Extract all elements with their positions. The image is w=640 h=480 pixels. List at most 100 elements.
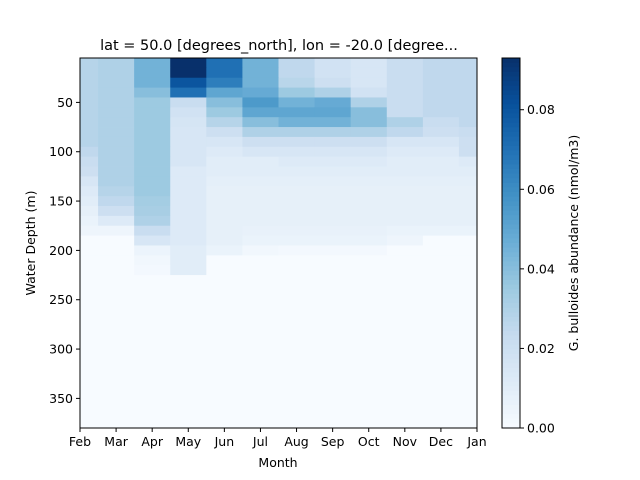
x-tick-label: Feb (69, 434, 91, 449)
heatmap-cell (170, 275, 207, 429)
colorbar-segment (502, 196, 520, 202)
heatmap-cell (242, 255, 279, 266)
colorbar-segment (502, 67, 520, 73)
heatmap-cell (350, 176, 388, 187)
x-tick-label: May (175, 434, 201, 449)
heatmap-cell (242, 215, 279, 227)
heatmap-cell (242, 127, 279, 138)
heatmap-cell (206, 87, 243, 98)
heatmap-cell (170, 176, 207, 187)
heatmap-cell (422, 235, 460, 246)
heatmap-cell (386, 67, 424, 79)
heatmap-cell (350, 235, 388, 246)
heatmap-cell (98, 117, 135, 128)
heatmap-cell (80, 235, 99, 246)
colorbar-segment (502, 423, 520, 429)
heatmap-cell (170, 107, 207, 118)
heatmap-cell (134, 235, 171, 246)
heatmap-cell (458, 77, 478, 88)
heatmap-cell (206, 245, 243, 256)
heatmap-cell (386, 176, 424, 187)
heatmap-cell (278, 215, 315, 227)
y-tick-label: 100 (49, 144, 73, 159)
y-tick-label: 200 (49, 243, 73, 258)
heatmap-cell (206, 117, 243, 128)
heatmap-cell (278, 235, 315, 246)
heatmap-cell (458, 67, 478, 79)
heatmap-cell (458, 146, 478, 158)
heatmap-cell (242, 176, 279, 187)
heatmap-cell (242, 196, 279, 207)
colorbar-segment (502, 173, 520, 179)
colorbar-segment (502, 252, 520, 258)
heatmap-cell (422, 77, 460, 88)
heatmap-cell (422, 196, 460, 207)
heatmap-cell (80, 97, 99, 108)
colorbar-segment (502, 90, 520, 96)
colorbar-segment (502, 261, 520, 267)
colorbar-segment (502, 330, 520, 336)
heatmap-cell (242, 206, 279, 217)
colorbar-segment (502, 206, 520, 212)
heatmap-cell (170, 196, 207, 207)
colorbar-segment (502, 340, 520, 346)
colorbar-segment (502, 95, 520, 101)
heatmap-cell (458, 117, 478, 128)
heatmap-cell (422, 97, 460, 108)
heatmap-cell (386, 206, 424, 217)
heatmap-cell (458, 186, 478, 197)
heatmap-cell (134, 176, 171, 187)
heatmap-cell (458, 127, 478, 138)
heatmap-cell (314, 146, 352, 158)
heatmap-cell (80, 196, 99, 207)
heatmap-cell (350, 107, 388, 118)
colorbar-segment (502, 317, 520, 323)
heatmap-cell (170, 255, 207, 266)
heatmap-cell (134, 146, 171, 158)
heatmap-cell (422, 206, 460, 217)
heatmap-cell (98, 275, 135, 429)
heatmap-cell (80, 146, 99, 158)
heatmap-cell (134, 97, 171, 108)
heatmap-cell (206, 235, 243, 246)
heatmap-cell (458, 58, 478, 69)
colorbar-segment (502, 229, 520, 235)
colorbar-segment (502, 104, 520, 110)
colorbar-segment (502, 243, 520, 249)
colorbar-segment (502, 85, 520, 91)
heatmap-cell (206, 255, 243, 266)
heatmap-cell (458, 255, 478, 266)
colorbar-segment (502, 298, 520, 304)
heatmap-cell (170, 245, 207, 256)
heatmap-cell (98, 77, 135, 88)
heatmap-cell (314, 235, 352, 246)
heatmap-cell (458, 225, 478, 236)
heatmap-cell (134, 186, 171, 197)
heatmap-cell (278, 87, 315, 98)
y-axis-label: Water Depth (m) (23, 191, 38, 296)
heatmap-cell (206, 265, 243, 276)
heatmap-cell (170, 67, 207, 79)
y-tick-label: 250 (49, 292, 73, 307)
heatmap-cell (314, 67, 352, 79)
colorbar-segment (502, 307, 520, 313)
colorbar-segment (502, 132, 520, 138)
colorbar-segment (502, 247, 520, 253)
plot-frame (79, 57, 478, 429)
heatmap-cell (98, 225, 135, 236)
heatmap-cell (350, 196, 388, 207)
heatmap-cell (278, 67, 315, 79)
heatmap-cell (80, 107, 99, 118)
y-tick-label: 300 (49, 342, 73, 357)
colorbar-label: G. bulloides abundance (nmol/m3) (566, 135, 581, 351)
colorbar-tick-label: 0.08 (527, 102, 555, 117)
colorbar-segment (502, 418, 520, 424)
heatmap-cell (386, 265, 424, 276)
heatmap-cell (206, 67, 243, 79)
heatmap-cell (170, 206, 207, 217)
colorbar-segment (502, 372, 520, 378)
heatmap-cell (314, 156, 352, 167)
heatmap-cell (314, 275, 352, 429)
heatmap-cell (134, 245, 171, 256)
